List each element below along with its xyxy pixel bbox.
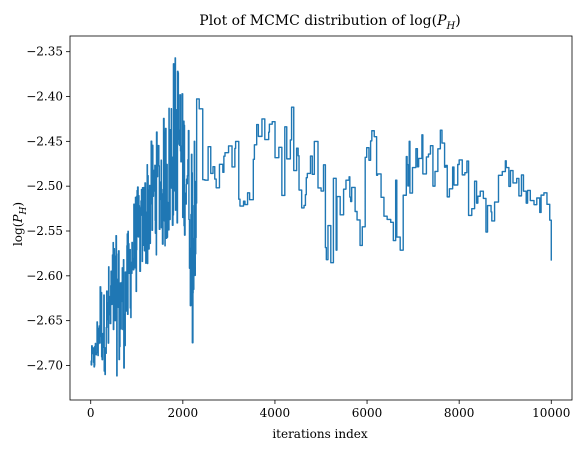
y-axis-label-var: P	[11, 214, 25, 224]
trace-layer	[90, 57, 552, 377]
y-tick-label: −2.50	[26, 179, 63, 193]
x-tick-label: 6000	[352, 406, 383, 420]
chart-title: Plot of MCMC distribution of log(PH)	[199, 13, 460, 32]
chart-title-sub: H	[446, 21, 456, 32]
chart-title-prefix: Plot of MCMC distribution of	[199, 13, 409, 29]
y-axis-label-close: )	[11, 202, 25, 207]
x-tick-label: 0	[87, 406, 95, 420]
x-tick-label: 8000	[444, 406, 475, 420]
tick-layer: 0 2000 4000 6000 8000 10000 −2.70 −2.65 −2.60 −2.…	[26, 45, 570, 420]
x-tick-label: 2000	[168, 406, 199, 420]
x-tick-label: 10000	[532, 406, 570, 420]
y-tick-label: −2.45	[26, 134, 63, 148]
x-axis-label: iterations index	[272, 427, 368, 441]
y-tick-label: −2.65	[26, 314, 63, 328]
mcmc-trace-line	[90, 57, 552, 377]
y-axis-label-sub: H	[19, 207, 29, 216]
y-tick-label: −2.40	[26, 90, 63, 104]
plot-frame	[69, 35, 573, 401]
y-tick-label: −2.55	[26, 224, 63, 238]
chart-title-func: log(	[410, 13, 437, 29]
y-tick-label: −2.60	[26, 269, 63, 283]
y-axis-label-func: log(	[11, 223, 25, 246]
y-axis-label: log(PH)	[11, 202, 29, 246]
x-tick-label: 4000	[260, 406, 291, 420]
y-tick-label: −2.35	[26, 45, 63, 59]
y-tick-label: −2.70	[26, 358, 63, 372]
chart-title-var: P	[436, 13, 447, 29]
chart-title-close: )	[455, 13, 460, 29]
